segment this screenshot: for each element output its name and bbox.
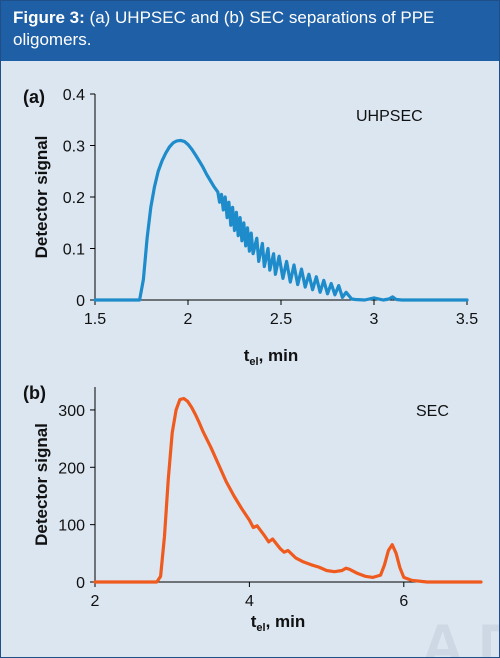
y-tick-label: 200: [58, 460, 85, 477]
x-axis-label-main: t: [244, 346, 250, 365]
x-tick-label: 2: [184, 311, 193, 328]
y-tick-label: 0.1: [63, 242, 85, 259]
x-tick-label: 1.5: [84, 311, 106, 328]
x-axis-label: tel, min: [251, 612, 306, 634]
panel-label: (b): [23, 383, 46, 403]
x-tick-label: 2: [91, 593, 100, 610]
y-tick-label: 0: [76, 575, 85, 592]
x-axis-label-subscript: el: [249, 356, 258, 368]
figure-charts: 0 0.1 0.2 0.3 0.4 1.5 2 2.5 3 3.5 (a) UHPSEC Detecto…: [23, 87, 483, 634]
x-axis-label-unit: , min: [259, 346, 299, 365]
x-axis-label-main: t: [251, 612, 257, 631]
figure-caption: Figure 3: (a) UHPSEC and (b) SEC separat…: [13, 7, 483, 51]
y-tick-label: 0.4: [63, 87, 85, 104]
series-line: [93, 138, 469, 302]
y-tick-label: 100: [58, 518, 85, 535]
figure-header: Figure 3: (a) UHPSEC and (b) SEC separat…: [1, 1, 499, 61]
y-tick-label: 0.3: [63, 139, 85, 156]
series-line: [93, 396, 483, 584]
panel-label: (a): [23, 87, 45, 107]
y-tick-label: 0: [76, 293, 85, 310]
x-tick-label: 2.5: [270, 311, 292, 328]
figure-caption-text: (a) UHPSEC and (b) SEC separations of PP…: [13, 8, 435, 49]
x-tick-label: 4: [245, 593, 254, 610]
y-tick-label: 300: [58, 403, 85, 420]
chart-panel-a: 0 0.1 0.2 0.3 0.4 1.5 2 2.5 3 3.5 (a) UHPSEC Detecto…: [23, 87, 478, 368]
y-tick-label: 0.2: [63, 190, 85, 207]
y-axis-label: Detector signal: [32, 136, 51, 259]
x-tick-label: 3: [370, 311, 379, 328]
chart-panel-b: 0 100 200 300 2 4 6 (b) SEC Detector signal tel, m…: [23, 383, 483, 634]
watermark: ADV: [421, 612, 499, 658]
x-tick-label: 3.5: [456, 311, 478, 328]
x-axis-label-unit: , min: [266, 612, 306, 631]
x-axis-label-subscript: el: [256, 622, 265, 634]
figure-label: Figure 3:: [13, 8, 85, 27]
series-label: SEC: [416, 403, 449, 420]
series-label: UHPSEC: [356, 108, 423, 125]
x-tick-label: 6: [399, 593, 408, 610]
x-axis-label: tel, min: [244, 346, 299, 368]
y-axis-label: Detector signal: [32, 423, 51, 546]
